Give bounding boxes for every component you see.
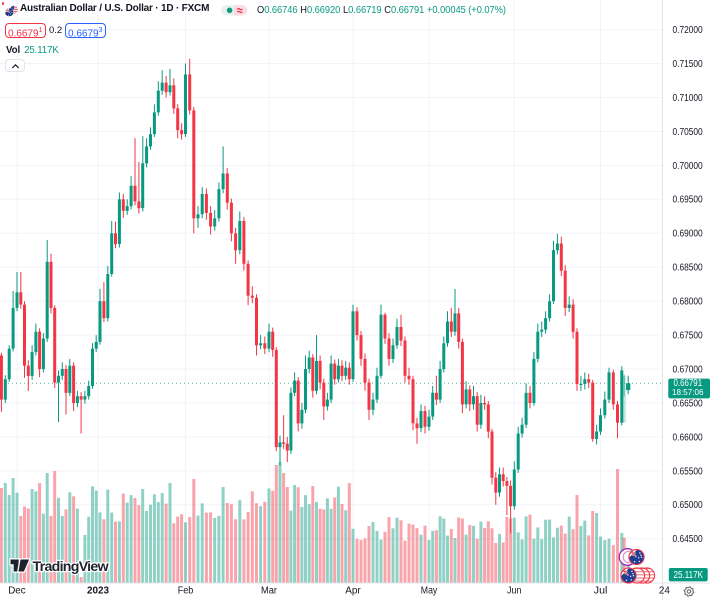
svg-text:18:57:06: 18:57:06 [672, 387, 704, 397]
svg-text:May: May [421, 586, 438, 597]
svg-text:Apr: Apr [345, 586, 361, 597]
svg-text:0.71000: 0.71000 [673, 93, 704, 104]
svg-text:25.117K: 25.117K [674, 570, 704, 581]
svg-text:0.67000: 0.67000 [673, 364, 704, 375]
svg-text:Jul: Jul [594, 586, 608, 597]
svg-text:0.70000: 0.70000 [673, 161, 704, 172]
svg-text:0.69000: 0.69000 [673, 229, 704, 240]
svg-text:24: 24 [659, 586, 670, 597]
svg-text:0.67500: 0.67500 [673, 331, 704, 342]
svg-text:TradingView: TradingView [33, 559, 110, 575]
svg-text:Dec: Dec [8, 586, 26, 597]
svg-text:0.66000: 0.66000 [673, 432, 704, 443]
svg-text:0.66791: 0.66791 [674, 378, 703, 389]
svg-text:0.71500: 0.71500 [673, 59, 704, 70]
svg-text:0.68500: 0.68500 [673, 263, 704, 274]
svg-text:0.65000: 0.65000 [673, 500, 704, 511]
svg-text:0.64500: 0.64500 [673, 534, 704, 545]
svg-text:0.69500: 0.69500 [673, 195, 704, 206]
svg-text:0.72000: 0.72000 [673, 25, 704, 36]
svg-text:0.70500: 0.70500 [673, 127, 704, 138]
svg-text:0.66500: 0.66500 [673, 398, 704, 409]
svg-text:Mar: Mar [261, 586, 278, 597]
svg-text:Jun: Jun [507, 586, 522, 597]
svg-text:0.68000: 0.68000 [673, 297, 704, 308]
svg-text:Feb: Feb [178, 586, 194, 597]
svg-text:2023: 2023 [87, 586, 109, 597]
svg-text:0.65500: 0.65500 [673, 466, 704, 477]
